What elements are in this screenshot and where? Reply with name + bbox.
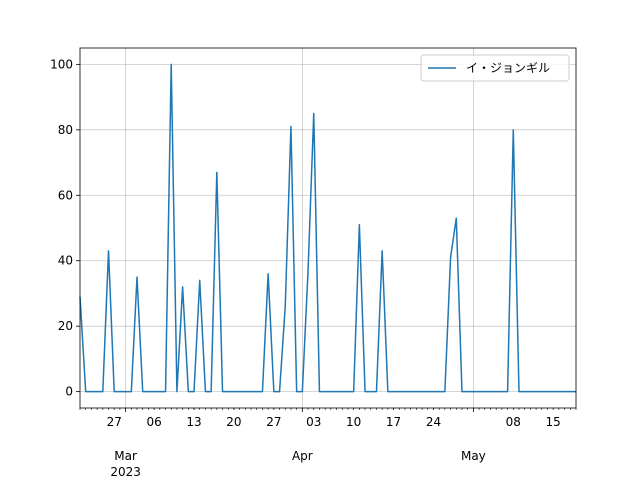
x-axis-ticks: 27 06 13 20 27 03 10 17 24 08 15 Mar 2023 Apr May <box>107 408 561 479</box>
x-tick-label: 08 <box>506 415 521 429</box>
legend-label: イ・ジョンギル <box>466 61 550 75</box>
x-tick-label: 10 <box>346 415 361 429</box>
y-tick-label: 60 <box>58 188 73 202</box>
y-tick-label: 80 <box>58 123 73 137</box>
x-tick-label: 27 <box>266 415 281 429</box>
x-tick-label: 20 <box>226 415 241 429</box>
y-tick-label: 100 <box>50 57 73 71</box>
x-year-label: 2023 <box>110 465 141 479</box>
x-tick-label: 06 <box>146 415 161 429</box>
x-major-tick-label: Apr <box>292 449 313 463</box>
legend-box <box>420 54 570 82</box>
grid-lines <box>80 48 576 408</box>
x-tick-label: 17 <box>386 415 401 429</box>
y-tick-label: 20 <box>58 319 73 333</box>
x-major-tick-label: May <box>461 449 486 463</box>
y-axis-ticks: 0 20 40 60 80 100 <box>50 57 80 399</box>
series-line <box>79 63 576 393</box>
x-tick-label: 03 <box>306 415 321 429</box>
y-tick-label: 0 <box>65 385 73 399</box>
x-tick-label: 13 <box>186 415 201 429</box>
y-tick-label: 40 <box>58 254 73 268</box>
x-tick-label: 24 <box>426 415 441 429</box>
x-major-tick-label: Mar <box>114 449 137 463</box>
x-tick-label: 15 <box>546 415 561 429</box>
legend: イ・ジョンギル <box>420 54 570 82</box>
x-tick-label: 27 <box>107 415 122 429</box>
plot-frame <box>79 47 577 409</box>
plot-area <box>80 48 576 408</box>
